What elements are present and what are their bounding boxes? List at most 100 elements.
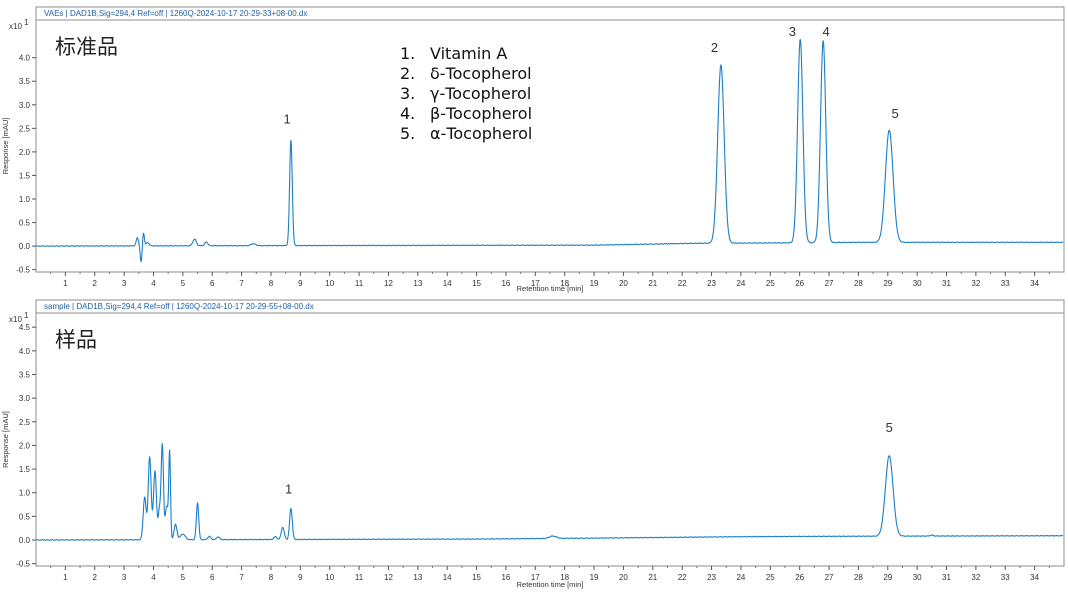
x-tick-label: 23 xyxy=(707,279,716,288)
x-tick-label: 31 xyxy=(942,573,951,582)
x-tick-label: 1 xyxy=(63,573,68,582)
legend-number: 1. xyxy=(400,44,415,63)
y-tick-label: 1.0 xyxy=(19,489,31,498)
y-tick-label: 3.5 xyxy=(19,77,31,86)
x-tick-label: 20 xyxy=(619,573,628,582)
x-axis-label: Retention time [min] xyxy=(517,284,584,293)
x-tick-label: 14 xyxy=(443,573,452,582)
x-tick-label: 13 xyxy=(413,573,422,582)
y-tick-label: 2.0 xyxy=(19,441,31,450)
x-tick-label: 8 xyxy=(269,279,274,288)
peak-label: 4 xyxy=(822,24,829,39)
y-tick-label: 2.5 xyxy=(19,124,31,133)
x-tick-label: 30 xyxy=(913,573,922,582)
y-tick-label: 4.5 xyxy=(19,323,31,332)
x-tick-label: 13 xyxy=(413,279,422,288)
y-multiplier: x10 xyxy=(9,22,22,31)
chromatogram-trace xyxy=(36,443,1064,541)
x-tick-label: 9 xyxy=(298,279,303,288)
x-tick-label: 11 xyxy=(355,573,364,582)
peak-label: 2 xyxy=(711,40,718,55)
panel-header: VAEs | DAD1B,Sig=294,4 Ref=off | 1260Q-2… xyxy=(44,9,307,18)
y-tick-label: 0.5 xyxy=(19,512,31,521)
sample-type-label: 标准品 xyxy=(55,35,118,59)
x-tick-label: 2 xyxy=(93,279,98,288)
legend-compound-name: α-Tocopherol xyxy=(430,124,532,143)
x-tick-label: 6 xyxy=(210,573,215,582)
x-tick-label: 21 xyxy=(648,279,657,288)
chromatogram-panel-1: VAEs | DAD1B,Sig=294,4 Ref=off | 1260Q-2… xyxy=(1,6,1065,293)
x-tick-label: 30 xyxy=(913,279,922,288)
chromatogram-panel-2: sample | DAD1B,Sig=294,4 Ref=off | 1260Q… xyxy=(1,299,1065,589)
x-tick-label: 11 xyxy=(355,279,364,288)
x-tick-label: 31 xyxy=(942,279,951,288)
legend-number: 4. xyxy=(400,104,415,123)
x-tick-label: 1 xyxy=(63,279,68,288)
y-tick-label: 1.0 xyxy=(19,195,31,204)
panel-header: sample | DAD1B,Sig=294,4 Ref=off | 1260Q… xyxy=(44,302,314,311)
x-tick-label: 28 xyxy=(854,573,863,582)
y-tick-label: 0.5 xyxy=(19,219,31,228)
x-tick-label: 34 xyxy=(1030,573,1039,582)
y-tick-label: 3.0 xyxy=(19,101,31,110)
sample-type-label: 样品 xyxy=(55,328,97,352)
peak-label: 1 xyxy=(285,482,292,497)
x-tick-label: 17 xyxy=(531,279,540,288)
x-tick-label: 15 xyxy=(472,279,481,288)
x-axis-label: Retention time [min] xyxy=(517,580,584,589)
x-tick-label: 21 xyxy=(648,573,657,582)
y-tick-label: -0.5 xyxy=(16,266,30,275)
x-tick-label: 32 xyxy=(971,573,980,582)
y-multiplier-exponent: 1 xyxy=(24,18,29,27)
x-tick-label: 32 xyxy=(971,279,980,288)
x-tick-label: 12 xyxy=(384,279,393,288)
y-tick-label: 1.5 xyxy=(19,465,31,474)
peak-label: 3 xyxy=(789,24,796,39)
peak-label: 1 xyxy=(284,112,291,127)
y-tick-label: 3.0 xyxy=(19,394,31,403)
x-tick-label: 15 xyxy=(472,573,481,582)
legend-number: 5. xyxy=(400,124,415,143)
y-tick-label: 2.5 xyxy=(19,418,31,427)
x-tick-label: 27 xyxy=(825,573,834,582)
y-tick-label: 3.5 xyxy=(19,370,31,379)
x-tick-label: 9 xyxy=(298,573,303,582)
x-tick-label: 20 xyxy=(619,279,628,288)
x-tick-label: 5 xyxy=(181,279,186,288)
plot-frame xyxy=(35,299,1065,567)
x-tick-label: 7 xyxy=(239,573,244,582)
x-tick-label: 18 xyxy=(560,573,569,582)
x-tick-label: 24 xyxy=(736,279,745,288)
y-tick-label: 4.0 xyxy=(19,347,31,356)
x-tick-label: 8 xyxy=(269,573,274,582)
x-tick-label: 4 xyxy=(151,279,156,288)
x-tick-label: 34 xyxy=(1030,279,1039,288)
x-tick-label: 25 xyxy=(766,573,775,582)
y-tick-label: -0.5 xyxy=(16,560,30,569)
y-multiplier-exponent: 1 xyxy=(24,311,29,320)
x-tick-label: 7 xyxy=(239,279,244,288)
x-tick-label: 6 xyxy=(210,279,215,288)
x-tick-label: 16 xyxy=(501,573,510,582)
plot-frame xyxy=(35,6,1065,273)
x-tick-label: 26 xyxy=(795,279,804,288)
x-tick-label: 22 xyxy=(678,279,687,288)
x-tick-label: 10 xyxy=(325,279,334,288)
x-tick-label: 23 xyxy=(707,573,716,582)
legend-compound-name: Vitamin A xyxy=(430,44,507,63)
x-tick-label: 2 xyxy=(93,573,98,582)
x-tick-label: 29 xyxy=(883,573,892,582)
x-tick-label: 22 xyxy=(678,573,687,582)
legend-compound-name: β-Tocopherol xyxy=(430,104,532,123)
x-tick-label: 19 xyxy=(590,573,599,582)
x-tick-label: 18 xyxy=(560,279,569,288)
y-tick-label: 1.5 xyxy=(19,171,31,180)
x-tick-label: 26 xyxy=(795,573,804,582)
x-tick-label: 14 xyxy=(443,279,452,288)
x-tick-label: 33 xyxy=(1001,573,1010,582)
y-tick-label: 0.0 xyxy=(19,536,31,545)
x-tick-label: 5 xyxy=(181,573,186,582)
x-tick-label: 3 xyxy=(122,573,127,582)
